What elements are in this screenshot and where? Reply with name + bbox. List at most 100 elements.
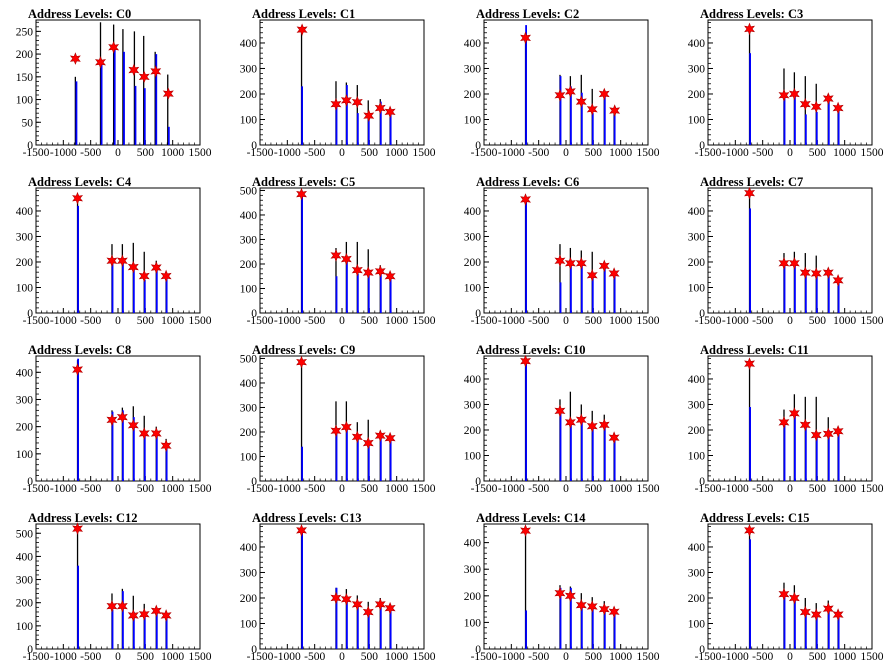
y-tick-label: 100 — [240, 618, 258, 630]
chart-title: Address Levels: C6 — [476, 175, 579, 189]
x-tick-label: -500 — [752, 483, 773, 495]
x-tick-label: -1500 — [471, 147, 498, 159]
peak-marker — [778, 415, 790, 429]
chart-panel: Address Levels: C50100200300400500-1500-… — [240, 175, 436, 327]
peak-marker — [94, 56, 107, 69]
chart-panel: Address Levels: C10 0 100 200 300 400 -1500 -10… — [464, 343, 660, 495]
y-tick-label: 100 — [464, 450, 482, 462]
peak-marker — [575, 413, 587, 427]
x-tick-label: 1000 — [161, 315, 184, 327]
peak-marker — [788, 591, 800, 605]
peak-marker — [72, 522, 84, 535]
y-tick-label: 100 — [688, 282, 706, 294]
y-tick-label: 400 — [240, 210, 258, 222]
y-tick-label: 300 — [16, 394, 34, 406]
y-tick-label: 300 — [16, 231, 34, 243]
peak-marker — [586, 103, 598, 116]
x-tick-label: 1500 — [637, 483, 660, 495]
peak-marker — [106, 413, 118, 427]
chart-title: Address Levels: C9 — [252, 343, 355, 357]
chart-panel: Address Levels: C11 0 100 200 300 400 -1500 -10… — [688, 343, 884, 495]
peak-marker — [608, 605, 620, 619]
chart-panel: Address Levels: C7 0 100 200 300 400 -1500 -100… — [688, 175, 884, 327]
y-tick-label: 100 — [16, 95, 34, 107]
peak-marker — [778, 89, 790, 102]
peak-marker — [340, 593, 352, 606]
peak-marker — [744, 22, 756, 36]
peak-marker — [330, 591, 342, 605]
y-tick-label: 200 — [16, 598, 34, 610]
peak-marker — [116, 254, 128, 267]
y-tick-label: 400 — [240, 542, 258, 554]
peak-marker — [520, 31, 532, 45]
y-tick-label: 0 — [699, 140, 705, 152]
peak-marker — [810, 100, 822, 113]
plot-frame — [707, 187, 873, 314]
y-tick-label: 200 — [688, 593, 706, 605]
peak-marker — [778, 587, 790, 601]
peak-marker — [575, 598, 587, 612]
peak-marker — [744, 186, 756, 200]
peak-marker — [384, 269, 396, 283]
peak-marker — [832, 101, 844, 115]
x-tick-label: -1500 — [23, 147, 50, 159]
peak-marker — [554, 404, 566, 418]
x-tick-label: -1000 — [50, 651, 77, 663]
y-tick-label: 300 — [688, 63, 706, 75]
y-tick-label: 100 — [688, 114, 706, 126]
y-tick-label: 400 — [464, 538, 482, 550]
plot-frame — [35, 523, 201, 650]
x-tick-label: -500 — [80, 147, 101, 159]
y-tick-label: 0 — [475, 308, 481, 320]
y-tick-label: 400 — [464, 374, 482, 386]
x-tick-label: -1500 — [471, 483, 498, 495]
peak-marker — [810, 267, 822, 280]
peak-marker — [138, 427, 150, 440]
y-tick-label: 0 — [251, 140, 257, 152]
y-tick-label: 100 — [240, 283, 258, 295]
peak-marker — [160, 439, 172, 453]
x-tick-label: -1000 — [274, 147, 301, 159]
peak-marker — [564, 415, 576, 429]
peak-marker — [374, 598, 386, 611]
y-tick-label: 50 — [22, 117, 34, 129]
y-tick-label: 400 — [464, 206, 482, 218]
y-tick-label: 100 — [688, 618, 706, 630]
x-tick-label: 1500 — [189, 147, 212, 159]
peak-marker — [520, 193, 532, 206]
y-tick-label: 100 — [464, 617, 482, 629]
y-tick-label: 200 — [240, 593, 258, 605]
x-tick-label: 1500 — [413, 147, 436, 159]
peak-marker — [150, 427, 162, 440]
y-tick-label: 200 — [16, 422, 34, 434]
x-tick-label: 500 — [585, 315, 603, 327]
x-tick-label: -1500 — [471, 651, 498, 663]
y-tick-label: 250 — [16, 26, 34, 38]
plot-frame — [483, 523, 649, 650]
y-tick-label: 300 — [464, 231, 482, 243]
y-tick-label: 100 — [16, 449, 34, 461]
x-tick-label: 1000 — [609, 651, 632, 663]
x-tick-label: 0 — [339, 483, 345, 495]
y-tick-label: 300 — [464, 63, 482, 75]
y-tick-label: 200 — [688, 257, 706, 269]
x-tick-label: 1000 — [161, 147, 184, 159]
peak-marker — [296, 524, 308, 537]
x-tick-label: -500 — [80, 651, 101, 663]
peak-marker — [362, 605, 374, 619]
x-tick-label: 500 — [137, 651, 155, 663]
y-tick-label: 200 — [240, 259, 258, 271]
x-tick-label: -1000 — [274, 315, 301, 327]
y-tick-label: 0 — [27, 140, 33, 152]
y-tick-label: 0 — [475, 476, 481, 488]
y-tick-label: 500 — [240, 353, 258, 365]
x-tick-label: -500 — [752, 147, 773, 159]
y-tick-label: 100 — [464, 114, 482, 126]
x-tick-label: -1000 — [498, 483, 525, 495]
y-tick-label: 400 — [464, 38, 482, 50]
x-tick-label: 500 — [809, 483, 827, 495]
plot-frame — [483, 187, 649, 314]
peak-marker — [554, 89, 566, 102]
peak-marker — [778, 257, 790, 270]
peak-marker — [72, 363, 84, 376]
